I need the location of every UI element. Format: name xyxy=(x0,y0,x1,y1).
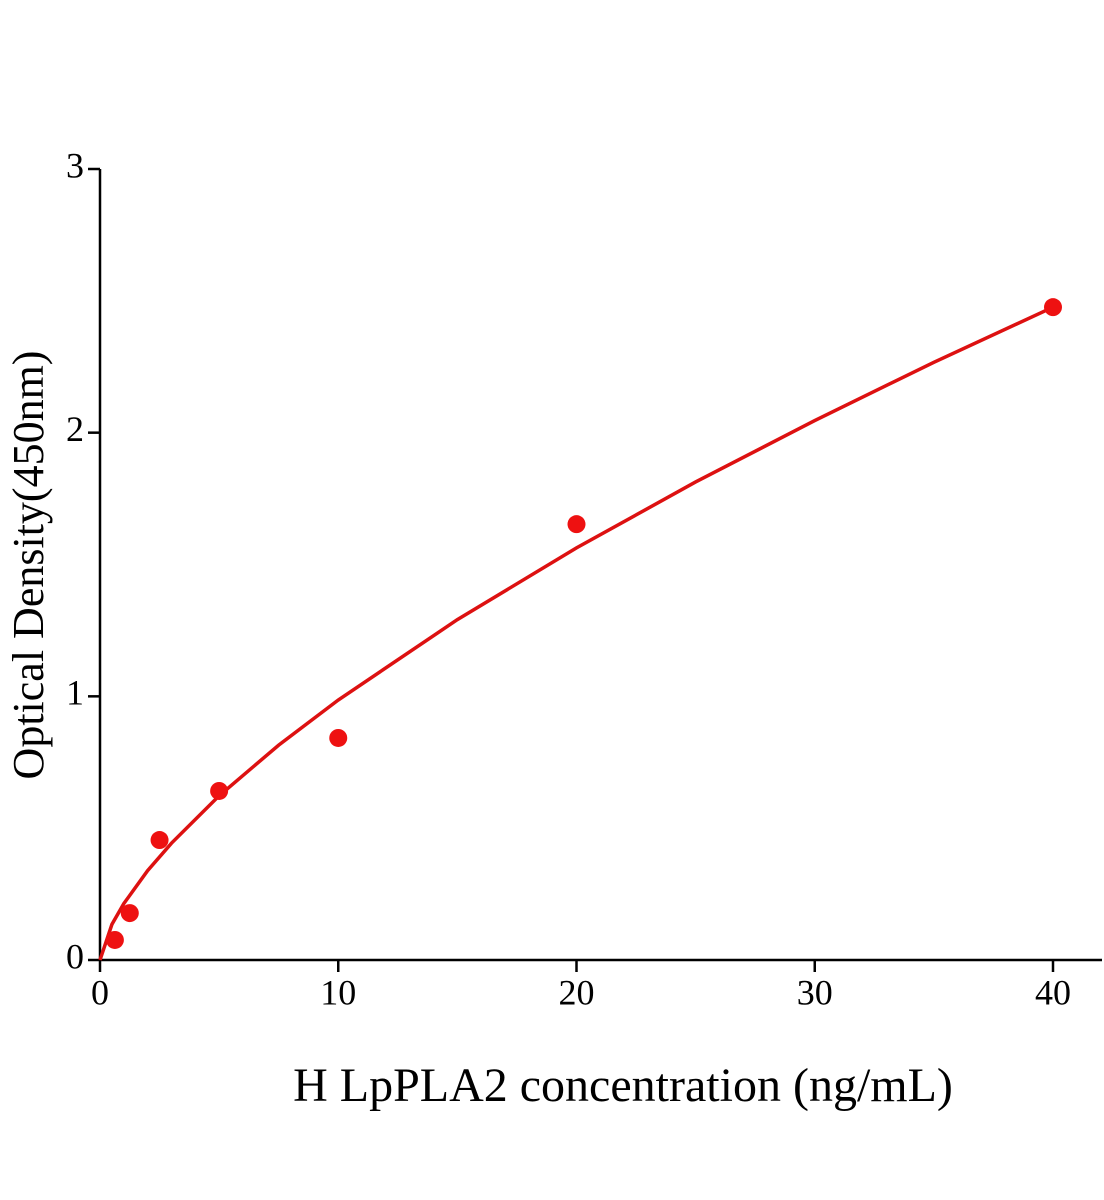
data-point xyxy=(105,930,124,949)
x-tick-label: 20 xyxy=(559,972,595,1012)
x-tick-label: 10 xyxy=(320,972,356,1012)
x-axis-label: H LpPLA2 concentration (ng/mL) xyxy=(293,1059,953,1112)
data-point xyxy=(1044,298,1062,317)
y-tick-label: 0 xyxy=(66,936,84,976)
data-point xyxy=(329,728,348,747)
x-tick-label: 30 xyxy=(797,972,833,1012)
data-point xyxy=(120,904,139,923)
y-tick-label: 1 xyxy=(66,673,84,713)
y-tick-label: 3 xyxy=(66,145,84,185)
data-point xyxy=(210,781,229,800)
data-point xyxy=(567,515,586,534)
y-axis-label: Optical Density(450nm) xyxy=(4,351,53,780)
data-point xyxy=(150,831,169,850)
x-tick-label: 0 xyxy=(91,972,109,1012)
y-tick-label: 2 xyxy=(66,409,84,449)
x-tick-label: 40 xyxy=(1035,972,1071,1012)
fit-curve xyxy=(98,305,1054,961)
